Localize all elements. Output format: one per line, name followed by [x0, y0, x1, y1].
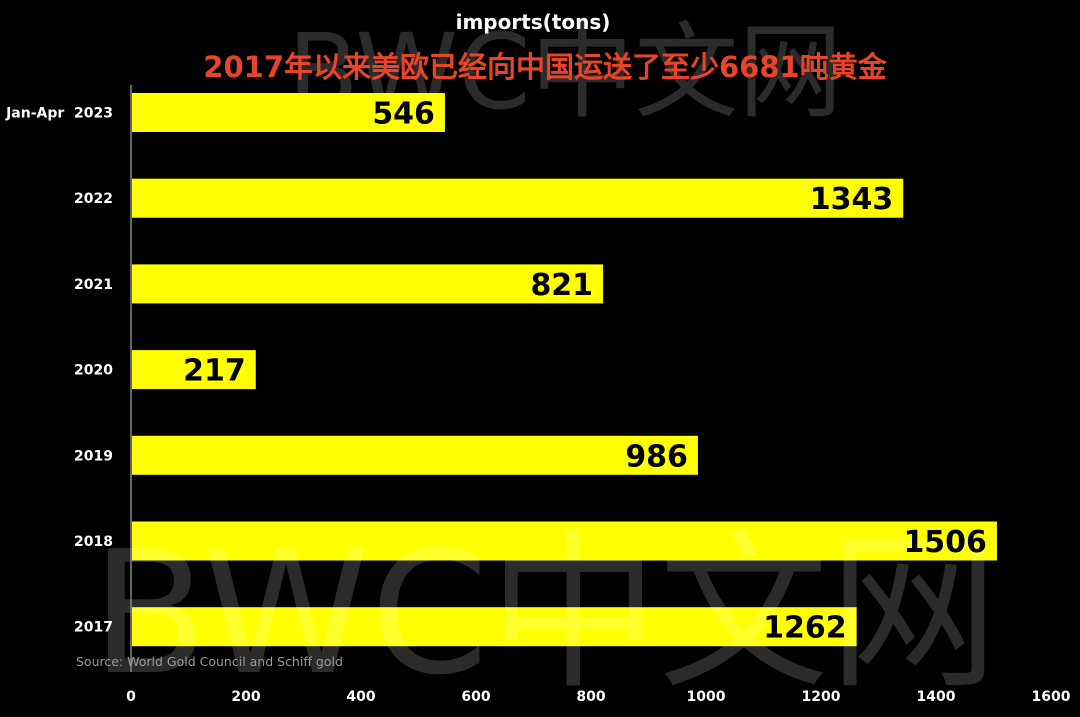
x-tick-labels-group: 0 200 400 600 800 1000 1200 1400 1600	[126, 689, 1071, 705]
category-labels-group: Jan-Apr 2023 2022 2021 2020 2019 2018 2017	[5, 106, 113, 636]
bar-1	[132, 178, 904, 218]
value-label-0: 546	[372, 97, 435, 132]
value-label-2: 821	[530, 268, 593, 303]
value-label-4: 986	[625, 439, 688, 474]
bar-5	[132, 521, 997, 561]
bar-2	[132, 264, 604, 304]
x-tick-label-7: 1400	[917, 689, 956, 705]
value-label-3: 217	[183, 354, 246, 389]
value-label-5: 1506	[903, 525, 987, 560]
value-label-1: 1343	[810, 182, 894, 217]
bars-group	[132, 93, 997, 647]
chart-subtitle: 2017年以来美欧已经向中国运送了至少6681吨黄金	[203, 50, 887, 84]
category-label-5: 2018	[74, 534, 113, 550]
watermark-bottom: BWC中文网	[91, 515, 998, 713]
x-tick-label-1: 200	[231, 689, 260, 705]
value-label-6: 1262	[763, 611, 847, 646]
x-tick-label-4: 800	[576, 689, 605, 705]
value-labels-group: 546 1343 821 217 986 1506 1262	[183, 97, 987, 646]
bar-6	[132, 607, 857, 647]
category-label-3: 2020	[74, 363, 113, 379]
x-tick-label-8: 1600	[1032, 689, 1071, 705]
category-label-1: 2022	[74, 191, 113, 207]
category-label-2: 2021	[74, 277, 113, 293]
category-label-0: Jan-Apr 2023	[5, 106, 113, 122]
x-tick-label-0: 0	[126, 689, 136, 705]
x-tick-label-5: 1000	[687, 689, 726, 705]
source-note: Source: World Gold Council and Schiff go…	[76, 654, 343, 669]
category-label-6: 2017	[74, 620, 113, 636]
category-label-4: 2019	[74, 448, 113, 464]
x-tick-label-3: 600	[461, 689, 490, 705]
bar-0	[132, 93, 445, 132]
bar-4	[132, 435, 698, 475]
x-tick-label-2: 400	[346, 689, 375, 705]
bar-3	[132, 350, 256, 390]
x-tick-label-6: 1200	[802, 689, 841, 705]
chart-title: imports(tons)	[456, 10, 611, 34]
